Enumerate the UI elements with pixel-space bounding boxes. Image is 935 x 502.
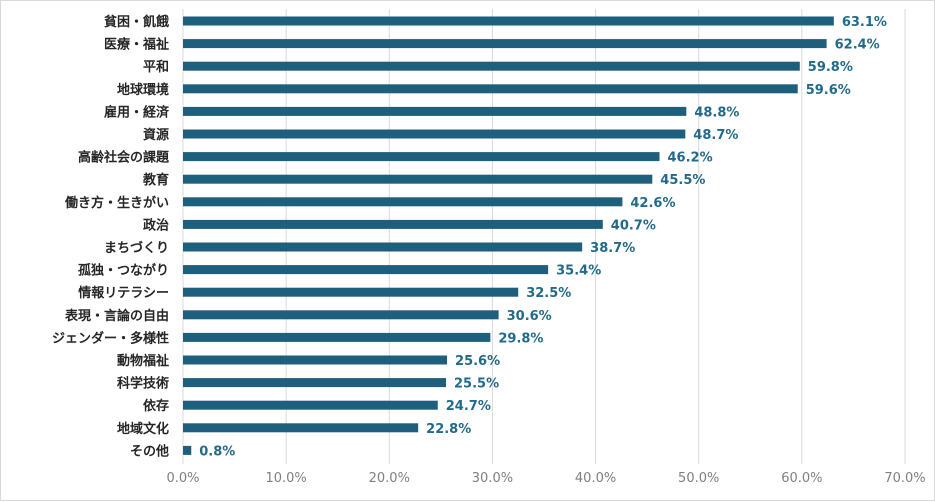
bar <box>183 310 499 320</box>
x-tick-label: 50.0% <box>678 471 719 486</box>
category-label: 孤独・つながり <box>78 263 169 279</box>
data-label: 22.8% <box>426 422 471 437</box>
category-label: 情報リテラシー <box>78 285 169 301</box>
category-label: 科学技術 <box>117 376 169 392</box>
category-label: まちづくり <box>104 240 169 256</box>
x-tick-label: 10.0% <box>265 471 306 486</box>
data-label: 32.5% <box>526 286 571 301</box>
x-tick-label: 20.0% <box>369 471 410 486</box>
category-label: 平和 <box>143 59 169 75</box>
category-label: その他 <box>130 443 169 459</box>
x-tick-label: 30.0% <box>472 471 513 486</box>
data-label: 48.8% <box>694 105 739 120</box>
x-tick-label: 0.0% <box>166 471 199 486</box>
data-label: 42.6% <box>630 196 675 211</box>
bar <box>183 16 834 26</box>
bar <box>183 39 827 49</box>
bar <box>183 332 491 342</box>
bar <box>183 61 800 71</box>
data-label: 63.1% <box>842 15 887 30</box>
bar <box>183 219 603 229</box>
category-label: 地球環境 <box>117 82 169 98</box>
category-label: 政治 <box>143 217 169 233</box>
data-label: 62.4% <box>835 38 880 53</box>
bar <box>183 84 798 94</box>
data-label: 35.4% <box>556 264 601 279</box>
bar <box>183 265 549 275</box>
bar <box>183 400 438 410</box>
bar <box>183 378 447 388</box>
category-label: 貧困・飢餓 <box>104 14 169 30</box>
category-label: 地域文化 <box>117 421 169 437</box>
data-label: 59.8% <box>808 60 853 75</box>
data-label: 24.7% <box>446 399 491 414</box>
data-label: 48.7% <box>693 128 738 143</box>
category-label: 教育 <box>142 172 169 188</box>
data-label: 29.8% <box>498 331 543 346</box>
x-tick-label: 60.0% <box>781 471 822 486</box>
bar <box>183 152 660 162</box>
data-label: 0.8% <box>199 444 235 459</box>
bar <box>183 445 192 455</box>
bar <box>183 355 448 365</box>
data-label: 38.7% <box>590 241 635 256</box>
category-label: 資源 <box>143 127 169 143</box>
category-label: 雇用・経済 <box>104 104 170 120</box>
category-label: 医療・福祉 <box>104 37 169 53</box>
category-label: 動物福祉 <box>117 353 169 369</box>
data-label: 30.6% <box>507 309 552 324</box>
data-label: 59.6% <box>806 83 851 98</box>
bar <box>183 287 519 297</box>
data-label: 40.7% <box>611 218 656 233</box>
data-label: 25.5% <box>454 377 499 392</box>
category-label: 働き方・生きがい <box>64 195 169 211</box>
data-label: 25.6% <box>455 354 500 369</box>
bar <box>183 106 687 116</box>
category-label: ジェンダー・多様性 <box>52 330 169 346</box>
data-label: 46.2% <box>668 151 713 166</box>
bar <box>183 242 583 252</box>
x-tick-label: 70.0% <box>884 471 925 486</box>
x-tick-label: 40.0% <box>575 471 616 486</box>
category-label: 表現・言論の自由 <box>64 308 169 324</box>
category-label: 高齢社会の課題 <box>78 150 170 166</box>
data-label: 45.5% <box>660 173 705 188</box>
bar <box>183 197 623 207</box>
bar <box>183 129 686 139</box>
category-label: 依存 <box>143 398 169 414</box>
bar <box>183 423 419 433</box>
bar <box>183 174 653 184</box>
